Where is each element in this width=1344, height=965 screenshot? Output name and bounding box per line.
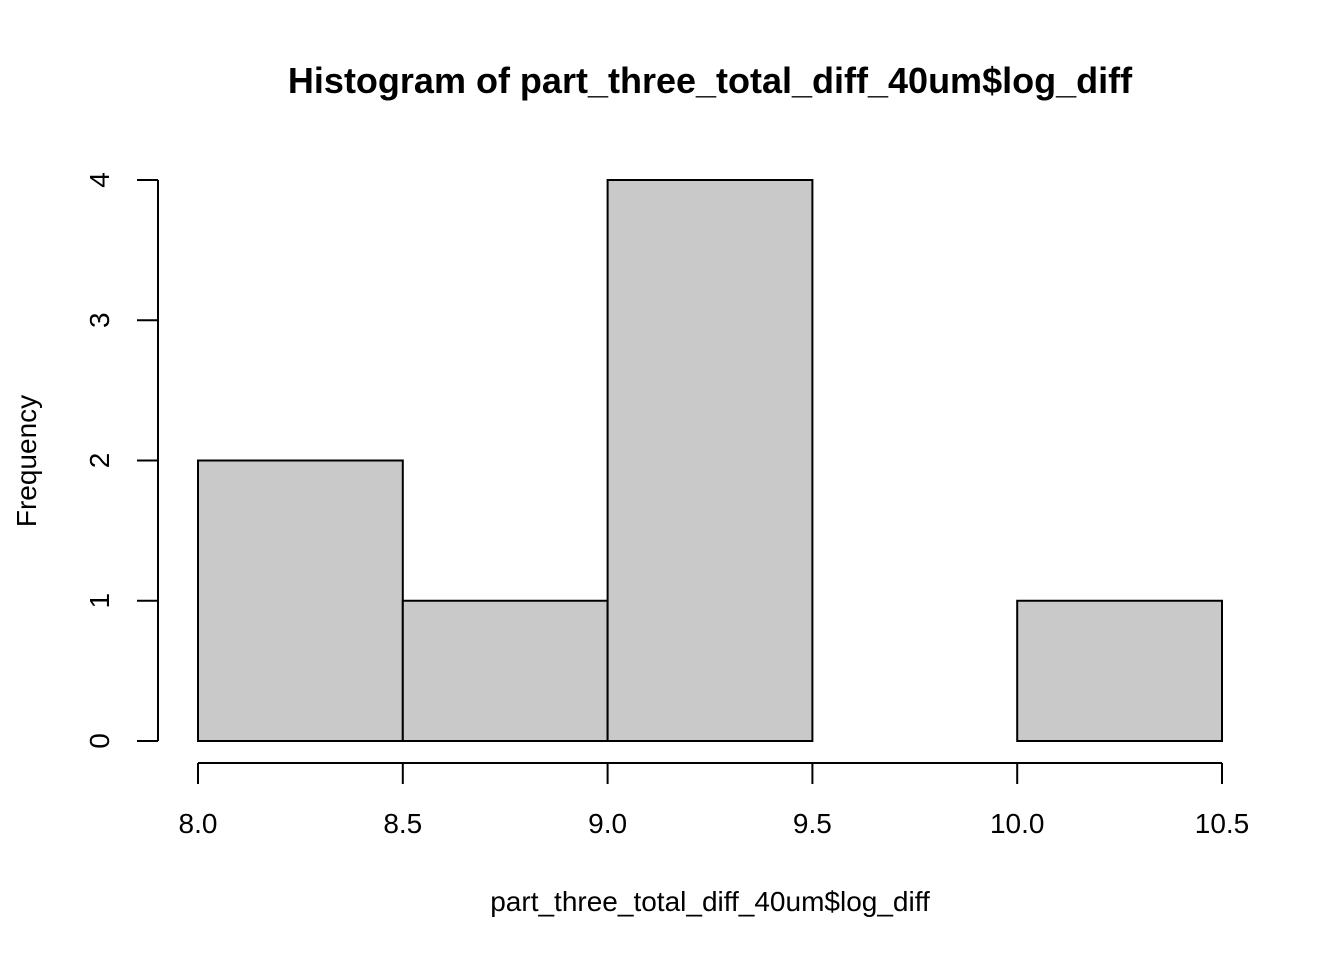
histogram-bar-0	[197, 459, 404, 742]
y-axis-label: Frequency	[11, 395, 42, 527]
y-axis: 0 1 2 3 4	[84, 172, 159, 749]
x-tick-label-3: 9.5	[793, 808, 832, 839]
y-tick-label-2: 2	[84, 453, 115, 469]
histogram-bars	[197, 179, 1224, 742]
histogram-bar-4	[1016, 599, 1224, 742]
x-tick-label-4: 10.0	[990, 808, 1045, 839]
y-tick-label-1: 1	[84, 593, 115, 609]
x-tick-label-5: 10.5	[1195, 808, 1250, 839]
y-tick-label-4: 4	[84, 172, 115, 188]
chart-title: Histogram of part_three_total_diff_40um$…	[288, 60, 1133, 101]
x-axis: 8.0 8.5 9.0 9.5 10.0 10.5	[179, 762, 1250, 839]
x-tick-label-1: 8.5	[383, 808, 422, 839]
x-axis-label: part_three_total_diff_40um$log_diff	[490, 886, 930, 917]
x-tick-label-0: 8.0	[179, 808, 218, 839]
histogram-bar-1	[401, 599, 609, 742]
x-tick-label-2: 9.0	[588, 808, 627, 839]
y-tick-label-3: 3	[84, 312, 115, 328]
y-tick-label-0: 0	[84, 733, 115, 749]
histogram-bar-2	[606, 179, 814, 742]
